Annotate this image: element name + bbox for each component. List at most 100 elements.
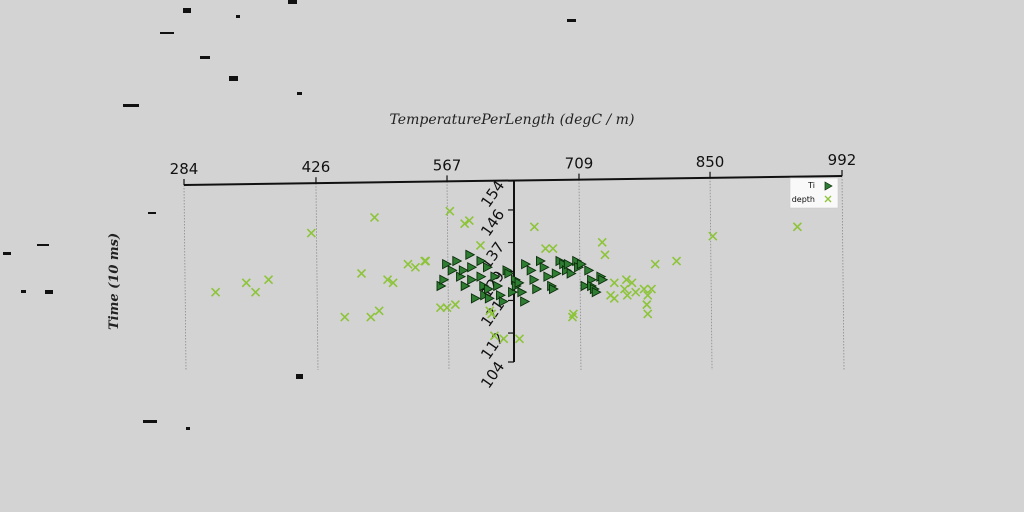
ti-point [442,258,453,270]
x-gridline [578,179,582,371]
ti-point [591,286,602,298]
depth-point [499,334,509,344]
legend-marker-ti [824,181,833,191]
ti-point [521,258,532,270]
depth-point [410,262,420,272]
depth-point [366,312,376,322]
depth-point [672,256,682,266]
ti-point [476,255,487,267]
depth-point [450,300,460,310]
ti-point [529,274,540,285]
x-axis: 284 426 567 709 850 992 [170,151,857,186]
ti-point [504,268,515,279]
x-tick-label: 567 [433,156,462,174]
depth-point [442,303,452,313]
ti-point [551,268,562,279]
x-tick-label: 992 [828,151,857,169]
depth-point [487,309,497,319]
depth-point [567,312,578,322]
ti-point [584,265,595,276]
ti-point [465,249,476,261]
y-tick-label: 146 [477,206,508,240]
ti-point [484,293,495,304]
ti-point [447,265,458,276]
ti-point [483,262,493,273]
depth-point [435,303,446,313]
depth-point [241,278,251,288]
x-tick-label: 850 [696,153,725,171]
depth-point [548,244,558,254]
ti-point [532,283,543,295]
ti-point [549,283,559,295]
depth-point [460,219,470,229]
depth-point [540,244,551,254]
depth-point [639,284,649,294]
x-tick-label: 709 [565,155,594,173]
y-axis-title: Time (10 ms) [107,233,122,330]
depth-point [792,222,802,232]
ti-point [458,265,469,276]
depth-point [643,290,653,300]
depth-point [374,306,384,316]
ti-point [563,258,574,270]
y-tick-label: 154 [477,177,508,211]
series-ti [436,249,609,307]
depth-point [619,284,630,294]
ti-point [490,271,501,282]
ti-point [470,293,481,304]
depth-point [514,334,525,344]
ti-point [476,271,487,282]
x-tick-label: 426 [302,158,331,176]
ti-point [539,262,550,273]
ti-point [520,296,531,307]
ti-point [598,274,609,285]
legend: Ti depth [789,177,839,209]
depth-point [250,287,261,297]
depth-point [708,231,718,241]
depth-point [264,275,274,285]
ti-point [576,258,587,270]
depth-point [568,309,578,319]
depth-point [643,309,653,319]
ti-point [587,274,598,285]
depth-point [597,237,607,247]
depth-point [369,212,380,223]
depth-point [642,300,652,310]
depth-point [475,240,486,251]
depth-point [529,222,539,232]
x-gridline [315,183,319,371]
depth-point [356,268,367,279]
depth-point [489,331,499,341]
x-gridline [841,175,845,371]
ti-point [439,274,450,285]
depth-point [650,259,660,269]
background-specks [3,0,576,430]
x-axis-title: TemperaturePerLength (degC / m) [390,112,635,128]
ti-point [467,274,478,285]
x-tick-label: 284 [170,160,199,178]
depth-point [627,278,637,288]
depth-point [609,278,619,288]
depth-point [621,275,631,285]
x-gridline [183,184,187,371]
depth-point [600,250,610,260]
ti-point [514,277,525,289]
series-depth [211,206,802,344]
legend-label-ti: Ti [807,181,815,190]
ti-point [498,296,509,307]
legend-box [789,177,839,209]
ti-point [483,283,494,295]
ti-point [543,271,554,282]
depth-point [421,256,431,266]
legend-label-depth: depth [792,195,815,204]
ti-point [452,255,463,267]
depth-point [609,293,619,303]
ti-point [467,262,478,273]
ti-point [526,265,537,276]
depth-point [646,284,657,294]
depth-point [306,228,316,238]
depth-point [211,287,221,297]
depth-point [340,312,350,322]
